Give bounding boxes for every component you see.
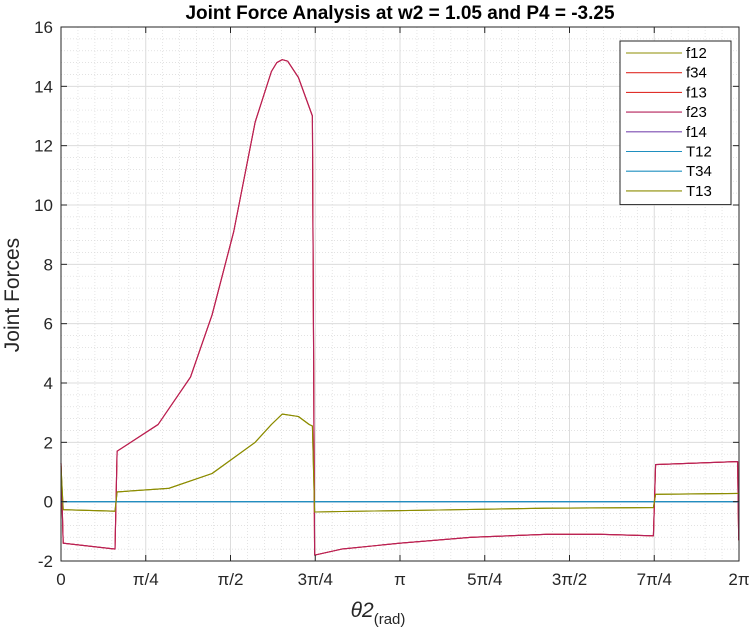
legend-box	[619, 40, 732, 206]
legend-label-f12: f12	[686, 45, 707, 62]
y-tick-labels: -2 0 2 4 6 8 10 12 14 16	[34, 18, 53, 571]
y-tick-label: 10	[34, 196, 53, 215]
legend-label-f34: f34	[686, 65, 707, 82]
chart-title: Joint Force Analysis at w2 = 1.05 and P4…	[185, 3, 615, 24]
y-tick-label: 6	[44, 315, 53, 334]
y-axis-label: Joint Forces	[1, 238, 24, 352]
y-tick-label: 4	[44, 374, 53, 393]
legend-label-f14: f14	[686, 124, 707, 141]
series-line-f23	[60, 59, 740, 556]
x-tick-label: 5π/4	[467, 570, 502, 589]
legend-label-T12: T12	[686, 144, 712, 161]
series-layer	[60, 59, 740, 556]
y-tick-label: 14	[34, 77, 53, 96]
x-axis-label: θ2(rad)	[351, 599, 406, 628]
x-tick-label: 7π/4	[637, 570, 672, 589]
tick-marks	[60, 26, 740, 562]
x-axis-label-main: θ2	[351, 599, 374, 622]
x-tick-label: 3π/2	[552, 570, 587, 589]
legend-label-f23: f23	[686, 104, 707, 121]
x-tick-labels: 0 π/4 π/2 3π/4 π 5π/4 3π/2 7π/4 2π	[56, 570, 749, 589]
legend-label-T13: T13	[686, 183, 712, 200]
x-tick-label: π/2	[218, 570, 244, 589]
x-axis-label-subscript: (rad)	[374, 611, 406, 628]
y-tick-label: 16	[34, 18, 53, 37]
legend-label-T34: T34	[686, 163, 712, 180]
y-tick-label: 0	[44, 493, 53, 512]
x-tick-label: π/4	[133, 570, 159, 589]
y-tick-label: 12	[34, 137, 53, 156]
series-line-T13	[60, 413, 739, 513]
y-tick-label: 2	[44, 433, 53, 452]
y-tick-label: -2	[38, 552, 53, 571]
legend-label-f13: f13	[686, 84, 707, 101]
x-tick-label: π	[394, 570, 406, 589]
x-tick-label: 3π/4	[298, 570, 333, 589]
x-tick-label: 0	[56, 570, 65, 589]
x-tick-label: 2π	[728, 570, 749, 589]
y-tick-label: 8	[44, 255, 53, 274]
legend: f12 f34 f13 f23 f14 T12 T34 T13	[619, 40, 732, 206]
